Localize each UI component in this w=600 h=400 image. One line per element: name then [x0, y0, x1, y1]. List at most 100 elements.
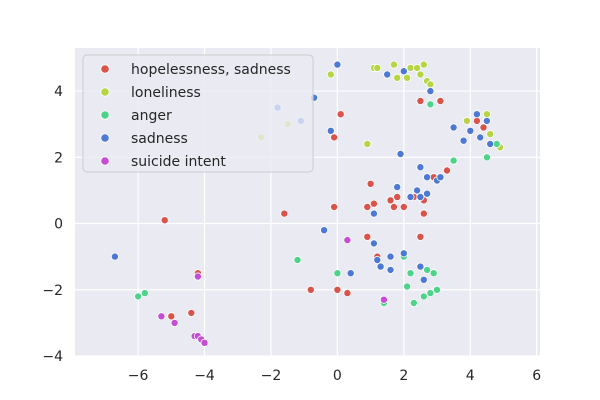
y-tick-label: 4: [54, 84, 63, 100]
data-point: [369, 209, 378, 218]
data-point: [426, 80, 435, 89]
data-point: [406, 63, 415, 72]
x-tick-label: −2: [261, 368, 282, 384]
data-point: [406, 269, 415, 278]
data-point: [330, 133, 339, 142]
data-point: [376, 262, 385, 271]
data-point: [486, 139, 495, 148]
data-point: [419, 275, 428, 284]
data-point: [363, 232, 372, 241]
y-tick-label: 0: [54, 217, 63, 233]
legend-label: sadness: [131, 131, 188, 147]
data-point: [449, 123, 458, 132]
data-point: [386, 252, 395, 261]
legend-marker: [100, 64, 110, 74]
data-point: [466, 126, 475, 135]
data-point: [326, 126, 335, 135]
data-point: [459, 136, 468, 145]
data-point: [366, 179, 375, 188]
data-point: [200, 338, 209, 347]
data-point: [403, 73, 412, 82]
data-point: [389, 60, 398, 69]
data-point: [442, 166, 451, 175]
data-point: [416, 97, 425, 106]
data-point: [346, 269, 355, 278]
data-point: [409, 298, 418, 307]
data-point: [429, 269, 438, 278]
data-point: [436, 97, 445, 106]
data-point: [393, 73, 402, 82]
legend-label: loneliness: [131, 85, 201, 101]
data-point: [399, 249, 408, 258]
data-point: [369, 199, 378, 208]
data-point: [403, 282, 412, 291]
data-point: [406, 192, 415, 201]
data-point: [482, 153, 491, 162]
data-point: [423, 173, 432, 182]
data-point: [436, 173, 445, 182]
data-point: [293, 255, 302, 264]
data-point: [419, 209, 428, 218]
data-point: [326, 70, 335, 79]
data-point: [383, 70, 392, 79]
data-point: [343, 289, 352, 298]
data-point: [193, 272, 202, 281]
data-point: [472, 116, 481, 125]
data-point: [416, 262, 425, 271]
data-point: [419, 60, 428, 69]
data-point: [393, 183, 402, 192]
data-point: [479, 123, 488, 132]
data-point: [373, 255, 382, 264]
data-point: [343, 236, 352, 245]
data-point: [449, 156, 458, 165]
data-point: [482, 116, 491, 125]
y-axis-ticks: −4 −2 0 2 4: [42, 84, 63, 365]
legend-marker: [100, 156, 110, 166]
y-tick-label: −4: [42, 349, 63, 365]
legend: hopelessness, sadness loneliness anger sadn…: [82, 54, 314, 173]
data-point: [160, 216, 169, 225]
data-point: [476, 133, 485, 142]
data-point: [369, 239, 378, 248]
data-point: [472, 110, 481, 119]
data-point: [333, 285, 342, 294]
x-tick-label: 4: [466, 368, 475, 384]
x-axis-ticks: −6 −4 −2 0 2 4 6: [128, 368, 541, 384]
data-point: [416, 192, 425, 201]
y-tick-label: 2: [54, 150, 63, 166]
data-point: [389, 202, 398, 211]
data-point: [423, 189, 432, 198]
data-point: [330, 202, 339, 211]
x-tick-label: 2: [399, 368, 408, 384]
data-point: [336, 110, 345, 119]
legend-marker: [100, 87, 110, 97]
data-point: [187, 308, 196, 317]
data-point: [363, 139, 372, 148]
data-point: [306, 285, 315, 294]
data-point: [426, 87, 435, 96]
data-point: [134, 292, 143, 301]
data-point: [482, 110, 491, 119]
x-tick-label: 0: [333, 368, 342, 384]
legend-marker: [100, 133, 110, 143]
data-point: [386, 265, 395, 274]
legend-label: hopelessness, sadness: [131, 62, 291, 78]
data-point: [140, 289, 149, 298]
data-point: [333, 60, 342, 69]
data-point: [423, 265, 432, 274]
data-point: [280, 209, 289, 218]
x-tick-label: −6: [128, 368, 149, 384]
data-point: [386, 196, 395, 205]
data-point: [432, 285, 441, 294]
data-point: [492, 139, 501, 148]
data-point: [413, 186, 422, 195]
data-point: [399, 202, 408, 211]
data-point: [320, 226, 329, 235]
data-point: [396, 149, 405, 158]
data-point: [416, 70, 425, 79]
legend-box: [82, 54, 314, 173]
data-point: [167, 312, 176, 321]
data-point: [379, 295, 388, 304]
data-point: [416, 163, 425, 172]
